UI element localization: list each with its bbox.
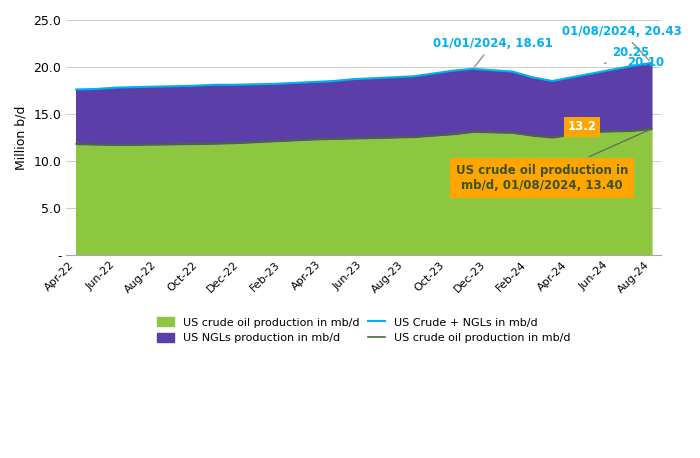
Legend: US crude oil production in mb/d, US NGLs production in mb/d, US Crude + NGLs in : US crude oil production in mb/d, US NGLs…: [153, 313, 575, 348]
Y-axis label: Million b/d: Million b/d: [15, 105, 28, 169]
Text: 01/01/2024, 18.61: 01/01/2024, 18.61: [433, 37, 553, 66]
Text: 20.10: 20.10: [628, 56, 665, 69]
Text: US crude oil production in
mb/d, 01/08/2024, 13.40: US crude oil production in mb/d, 01/08/2…: [456, 130, 649, 192]
Text: 13.2: 13.2: [568, 120, 596, 133]
Text: 01/08/2024, 20.43: 01/08/2024, 20.43: [562, 25, 682, 61]
Text: 20.25: 20.25: [604, 46, 649, 64]
